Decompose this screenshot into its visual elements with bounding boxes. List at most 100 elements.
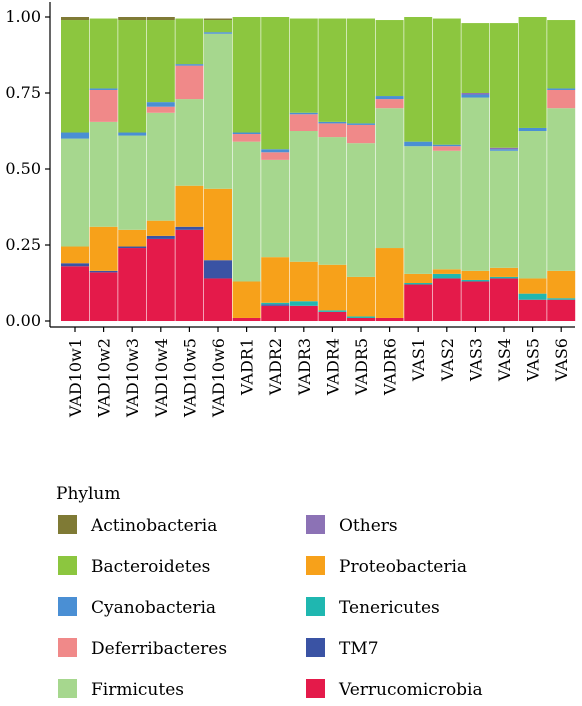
bar-segment [375,317,404,321]
bar-segment [461,97,490,271]
legend-swatch [58,556,77,575]
bar-segment [61,20,89,133]
legend-title: Phylum [56,484,121,504]
bar-segment [61,263,89,267]
bar-segment [318,18,347,122]
bar-stack [375,20,404,321]
bar-segment [118,246,147,249]
legend: Phylum Actinobacteria Others Bacteroidetes… [56,484,483,700]
bar-segment [118,17,147,21]
bar-segment [146,220,175,236]
x-tick-label: VADR4 [323,338,342,396]
x-tick-label: VAS2 [438,338,457,382]
bar-segment [375,248,404,318]
bar-segment [432,278,461,321]
legend-swatch [58,597,77,616]
bar-segment [490,276,518,279]
y-tick-label: 0.50 [5,159,41,178]
bar-segment [204,278,232,321]
bar-segment [518,278,547,294]
bar-segment [118,132,147,136]
bar-segment [375,20,404,97]
bar-segment [461,93,490,95]
bar-segment [318,121,347,124]
bar-segment [118,135,147,230]
x-tick-label: VADR5 [352,338,371,396]
bar-segment [118,20,147,133]
bar-segment [146,238,175,321]
bar-segment [518,299,547,321]
bar-segment [146,102,175,107]
legend-label: Others [339,516,398,536]
bar-segment [89,272,118,321]
bar-segment [432,150,461,270]
bar-segment [175,64,204,66]
bar-segment [289,305,318,321]
bar-segment [204,20,232,33]
legend-label: Proteobacteria [339,557,467,577]
bar-segment [289,301,318,306]
bar-stack [432,18,461,321]
bar-segment [261,159,290,258]
bar-segment [347,18,375,124]
x-axis: VAD10w1 VAD10w2 VAD10w3 VAD10w4 VAD10w5 VAD10… [50,326,575,418]
bar-segment [461,279,490,282]
bar-segment [490,278,518,321]
x-tick-label: VAD10w6 [209,338,228,418]
bar-segment [347,124,375,144]
bar-segment [432,18,461,145]
y-tick-label: 0.75 [5,83,41,102]
x-tick-label: VAD10w3 [123,338,142,418]
bar-segment [547,88,576,90]
legend-swatch [306,556,325,575]
bar-segment [490,149,518,151]
legend-swatch [306,597,325,616]
bar-segment [375,108,404,249]
bar-stack [232,17,261,321]
x-tick-label: VAS1 [409,338,428,382]
bar-segment [61,17,89,21]
bar-segment [146,17,175,21]
bar-segment [547,299,576,321]
legend-label: Firmicutes [91,680,184,700]
y-axis: 0.00 0.25 0.50 0.75 1.00 [5,2,51,330]
bar-stack [146,17,175,321]
x-tick-label: VADR6 [381,338,400,396]
bar-segment [547,270,576,299]
bar-segment [175,226,204,230]
bar-segment [490,23,518,148]
bar-segment [547,89,576,109]
bar-segment [61,266,89,321]
bar-segment [347,316,375,318]
bar-segment [261,17,290,150]
bar-segment [175,99,204,186]
bar-segment [289,114,318,131]
bar-segment [547,20,576,89]
x-tick-label: VADR2 [266,338,285,396]
x-tick-label: VAD10w4 [152,338,171,418]
legend-label: TM7 [339,639,379,659]
legend-swatch [306,515,325,534]
bar-stack [204,18,232,321]
bar-segment [518,127,547,131]
x-tick-label: VAS5 [524,338,543,382]
bar-segment [432,273,461,279]
bar-segment [232,317,261,321]
legend-swatch [306,638,325,657]
bar-stack [347,18,375,321]
bar-segment [146,112,175,221]
x-tick-label: VADR3 [295,338,314,396]
bar-segment [204,32,232,34]
bar-segment [461,23,490,93]
bar-segment [404,284,433,321]
bar-stack [289,18,318,321]
bar-segment [89,270,118,273]
legend-label: Cyanobacteria [91,598,216,618]
bar-segment [490,150,518,268]
bar-segment [318,123,347,138]
bar-segment [118,248,147,321]
bar-segment [375,99,404,109]
bar-segment [461,94,490,98]
legend-swatch [58,638,77,657]
